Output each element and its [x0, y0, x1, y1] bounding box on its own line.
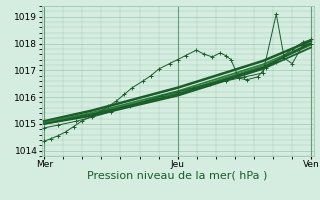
X-axis label: Pression niveau de la mer( hPa ): Pression niveau de la mer( hPa ): [87, 171, 268, 181]
